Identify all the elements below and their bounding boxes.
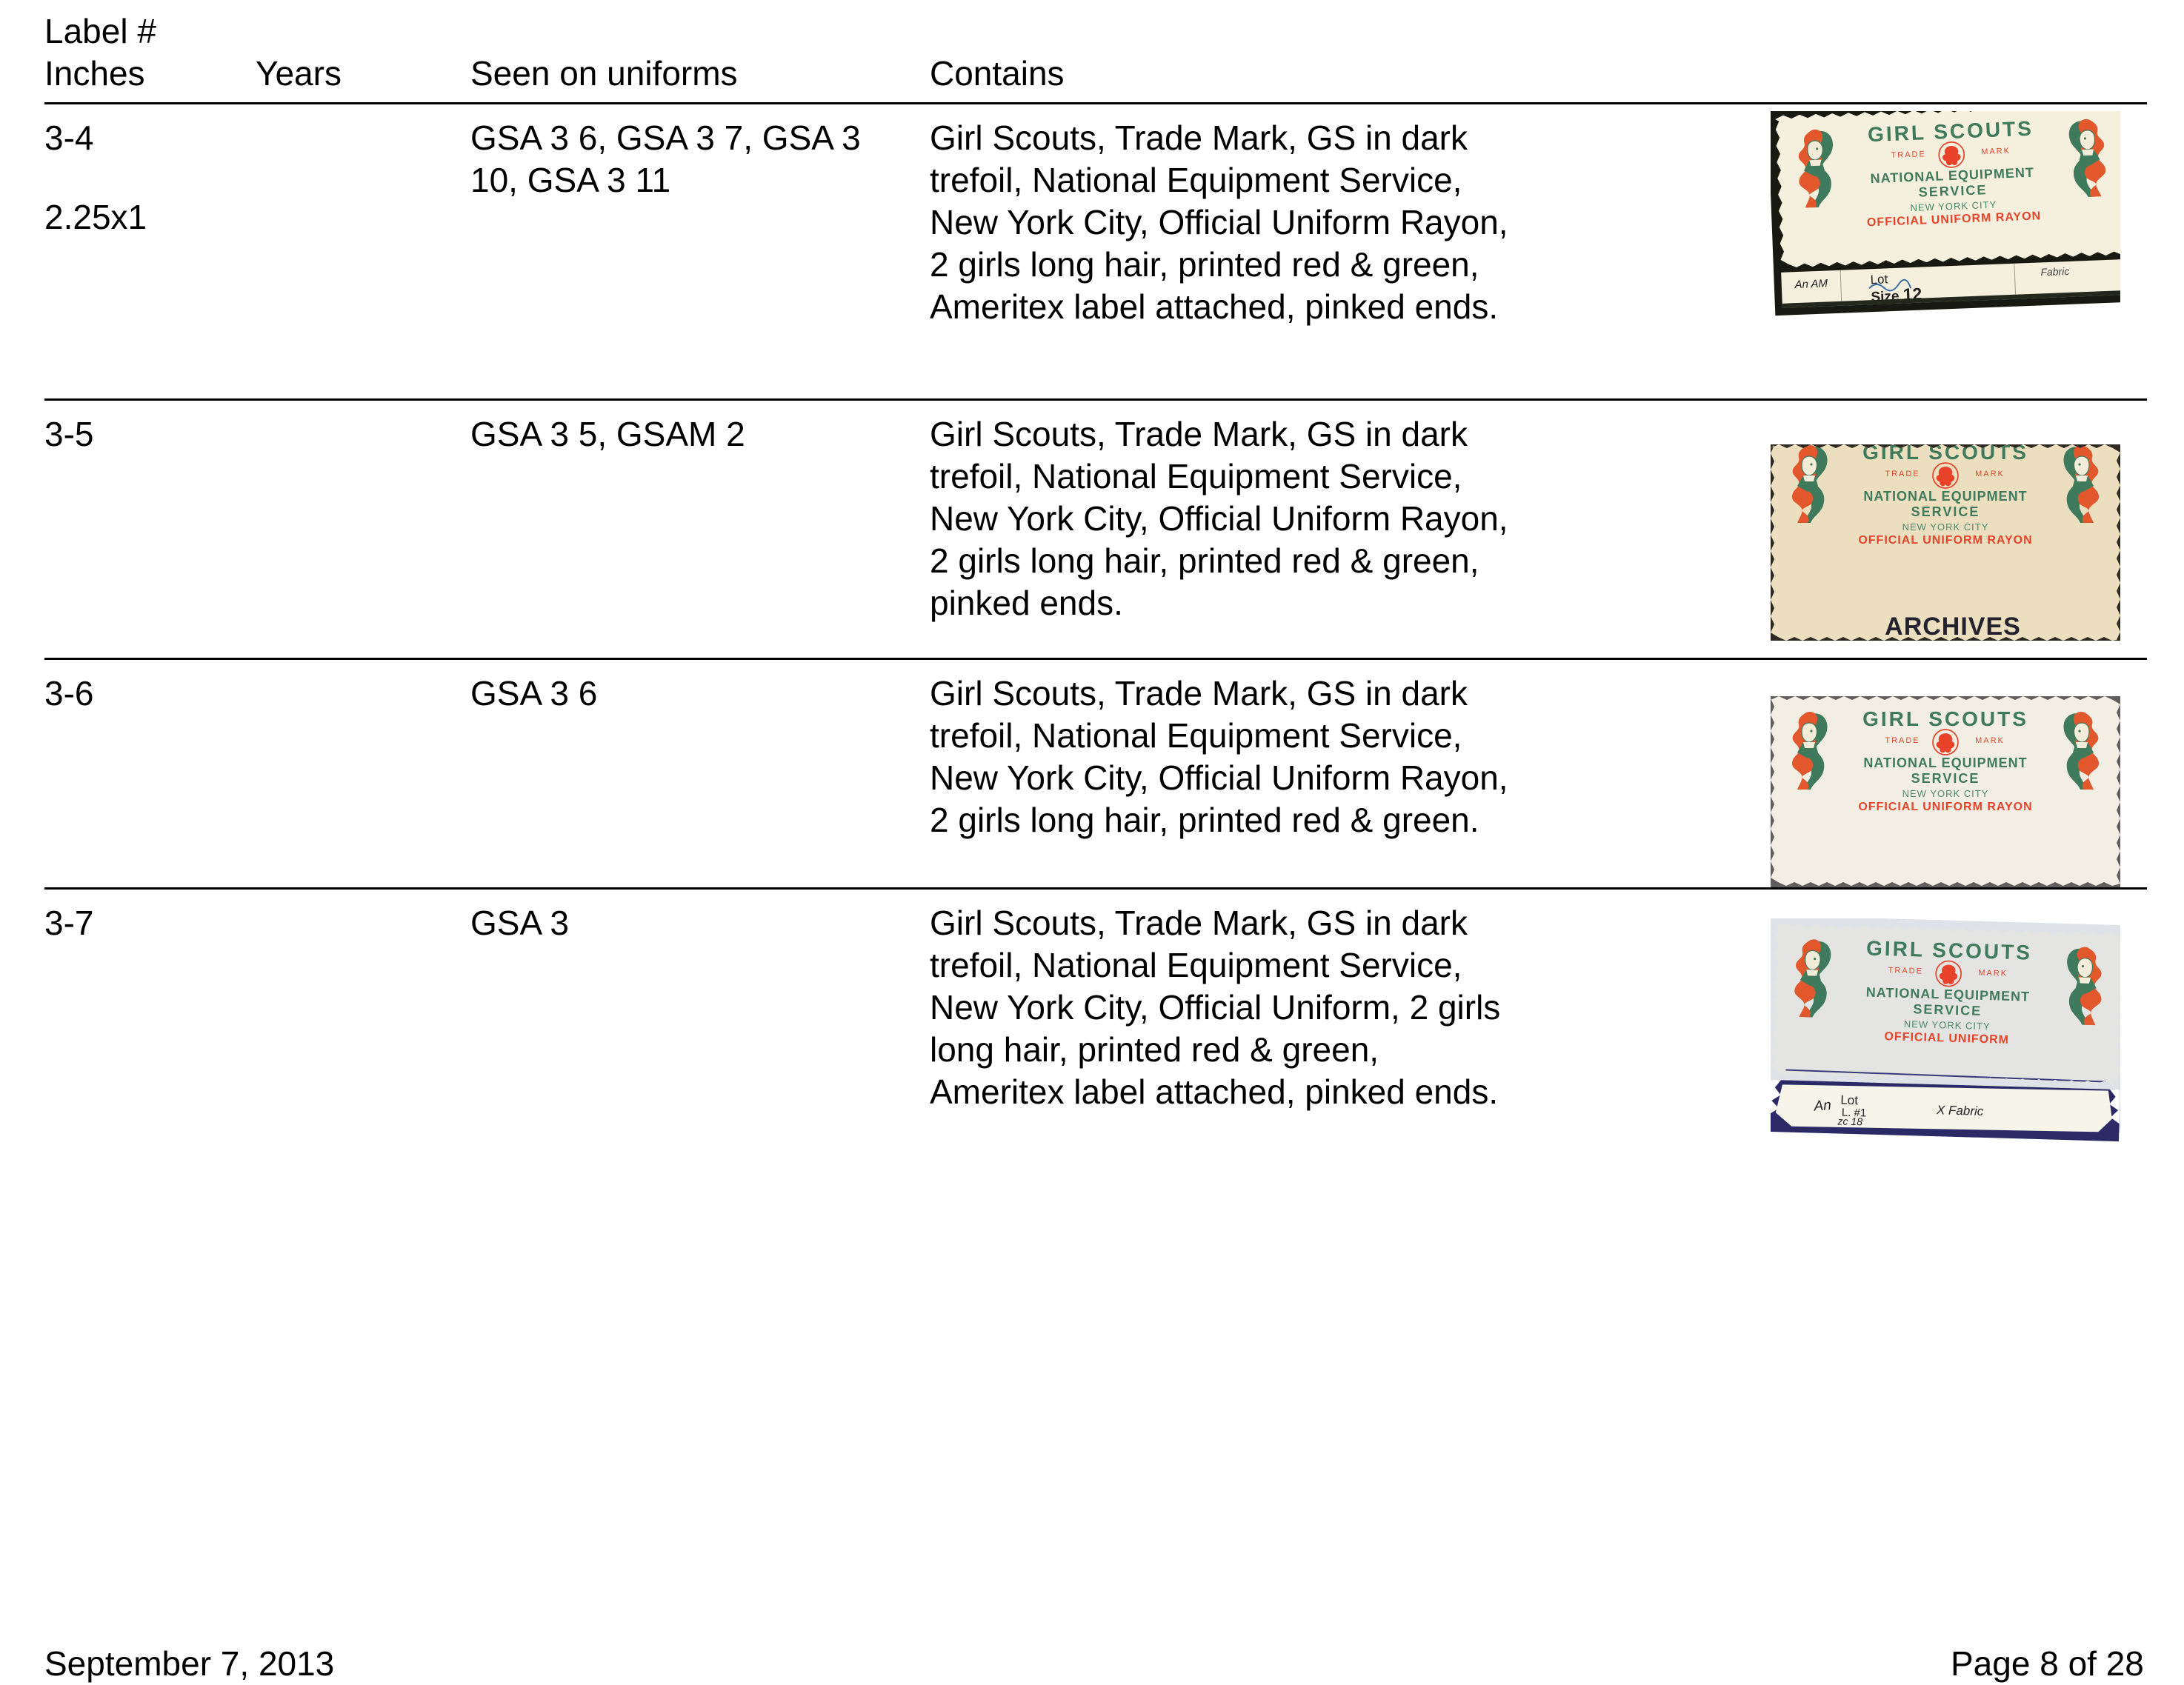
svg-text:An AM: An AM [1794,277,1828,291]
svg-text:Fabric: Fabric [2040,265,2069,278]
svg-text:zc 18: zc 18 [1837,1115,1862,1127]
svg-text:An: An [1813,1098,1832,1115]
svg-text:X Fabric: X Fabric [1936,1103,1984,1118]
svg-text:ARCHIVES: ARCHIVES [1885,613,2021,641]
svg-text:Lot: Lot [1840,1093,1858,1108]
svg-text:OFFICIAL UNIFORM RAYON: OFFICIAL UNIFORM RAYON [1858,534,2032,547]
svg-text:OFFICIAL UNIFORM RAYON: OFFICIAL UNIFORM RAYON [1858,801,2032,813]
